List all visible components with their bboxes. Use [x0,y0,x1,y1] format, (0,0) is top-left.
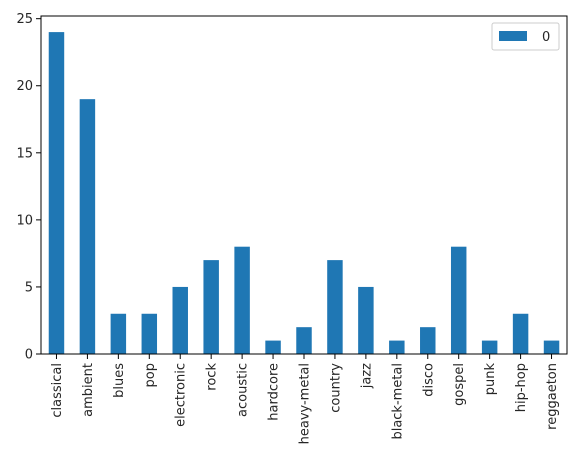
bar-blues [110,313,127,354]
x-tick-label-rock: rock [205,363,220,391]
bar-hip-hop [512,313,529,354]
bar-punk [481,340,498,354]
bar-jazz [358,286,374,354]
bar-reggaeton [543,340,560,354]
bar-country [327,260,343,354]
x-tick-label-hardcore: hardcore [267,363,282,421]
bar-hardcore [265,340,281,354]
plot-frame [40,15,568,355]
bar-heavy-metal [296,327,312,354]
y-tick-label: 15 [16,146,33,161]
x-tick-label-jazz: jazz [359,363,374,389]
bar-rock [203,260,219,354]
y-tick-label: 20 [16,79,33,94]
x-tick-label-heavy-metal: heavy-metal [298,363,313,444]
y-tick-label: 10 [16,213,33,228]
bar-acoustic [234,246,250,354]
x-tick-label-pop: pop [143,363,158,387]
x-tick-label-gospel: gospel [452,363,467,406]
bar-gospel [450,246,467,354]
legend: 0 [491,22,560,51]
y-tick-label: 25 [16,12,33,27]
legend-label: 0 [542,30,550,45]
x-tick-label-disco: disco [421,363,436,397]
x-tick-label-reggaeton: reggaeton [545,363,560,430]
y-tick-label: 5 [25,280,33,295]
bar-electronic [172,286,188,354]
x-axis: classical ambient blues pop electronic rock ac… [50,354,560,444]
bars-group [48,32,560,355]
y-tick-label: 0 [25,348,33,363]
x-tick-label-electronic: electronic [174,363,189,427]
bar-pop [141,313,158,354]
x-tick-label-classical: classical [50,363,65,418]
bar-classical [48,32,65,354]
x-tick-label-hip-hop: hip-hop [514,363,529,412]
y-axis: 0 5 10 15 20 25 [16,12,41,363]
x-tick-label-black-metal: black-metal [390,363,405,440]
x-tick-label-country: country [328,363,343,413]
x-tick-label-ambient: ambient [81,363,96,417]
legend-swatch [499,31,527,41]
x-tick-label-blues: blues [112,363,127,398]
x-tick-label-punk: punk [483,363,498,396]
bar-ambient [79,99,96,355]
x-tick-label-acoustic: acoustic [236,363,251,417]
bar-black-metal [389,340,405,354]
bar-disco [420,327,436,354]
